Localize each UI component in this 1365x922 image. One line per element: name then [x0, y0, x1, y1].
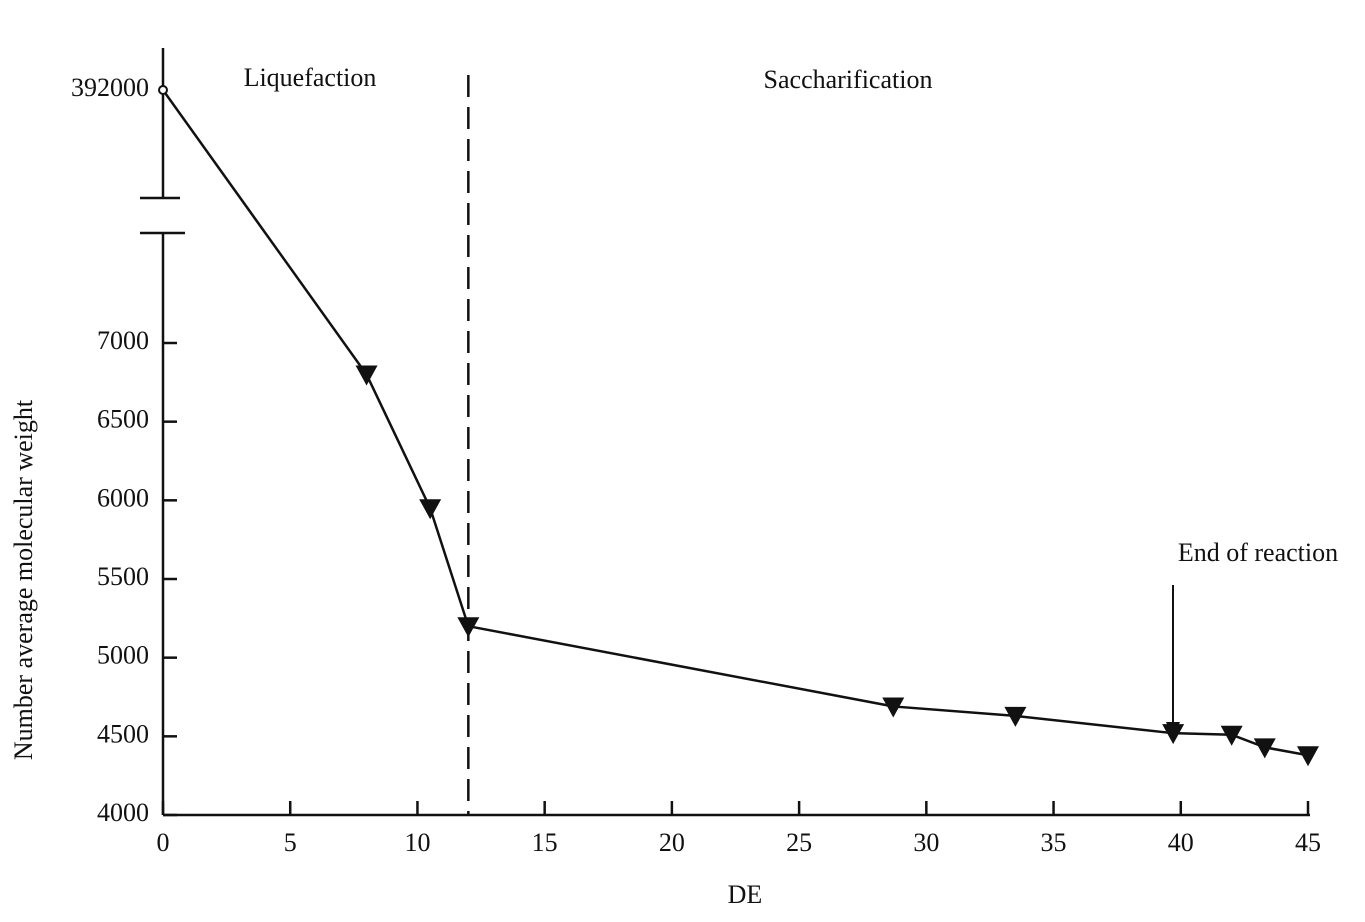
y-tick-label: 6500: [97, 405, 149, 434]
annotation: Liquefaction: [244, 63, 377, 92]
y-tick-label: 6000: [97, 483, 149, 512]
y-tick-label: 5500: [97, 562, 149, 591]
x-axis-label: DE: [728, 880, 763, 909]
data-point: [1297, 746, 1319, 767]
x-tick-label: 35: [1041, 828, 1067, 857]
y-tick-label: 4000: [97, 798, 149, 827]
x-tick-label: 30: [913, 828, 939, 857]
annotation: Saccharification: [764, 65, 933, 94]
y-tick-label: 5000: [97, 641, 149, 670]
y-tick-label: 392000: [71, 73, 149, 102]
data-point: [1004, 706, 1027, 727]
data-point: [1253, 738, 1276, 759]
data-point: [158, 85, 168, 95]
data-point: [457, 617, 480, 638]
data-point: [1220, 725, 1243, 746]
x-tick-label: 5: [284, 828, 297, 857]
x-tick-label: 45: [1295, 828, 1321, 857]
x-tick-label: 15: [532, 828, 558, 857]
data-line: [161, 89, 1309, 757]
y-tick-label: 7000: [97, 326, 149, 355]
data-point: [355, 365, 378, 386]
y-axis-label: Number average molecular weight: [9, 399, 38, 760]
data-point: [882, 697, 905, 718]
annotation: End of reaction: [1178, 538, 1338, 567]
y-tick-label: 4500: [97, 719, 149, 748]
data-point: [1162, 724, 1185, 745]
x-tick-label: 20: [659, 828, 685, 857]
x-tick-label: 10: [404, 828, 430, 857]
data-point: [419, 499, 442, 520]
x-tick-label: 0: [157, 828, 170, 857]
x-tick-label: 25: [786, 828, 812, 857]
x-tick-label: 40: [1168, 828, 1194, 857]
